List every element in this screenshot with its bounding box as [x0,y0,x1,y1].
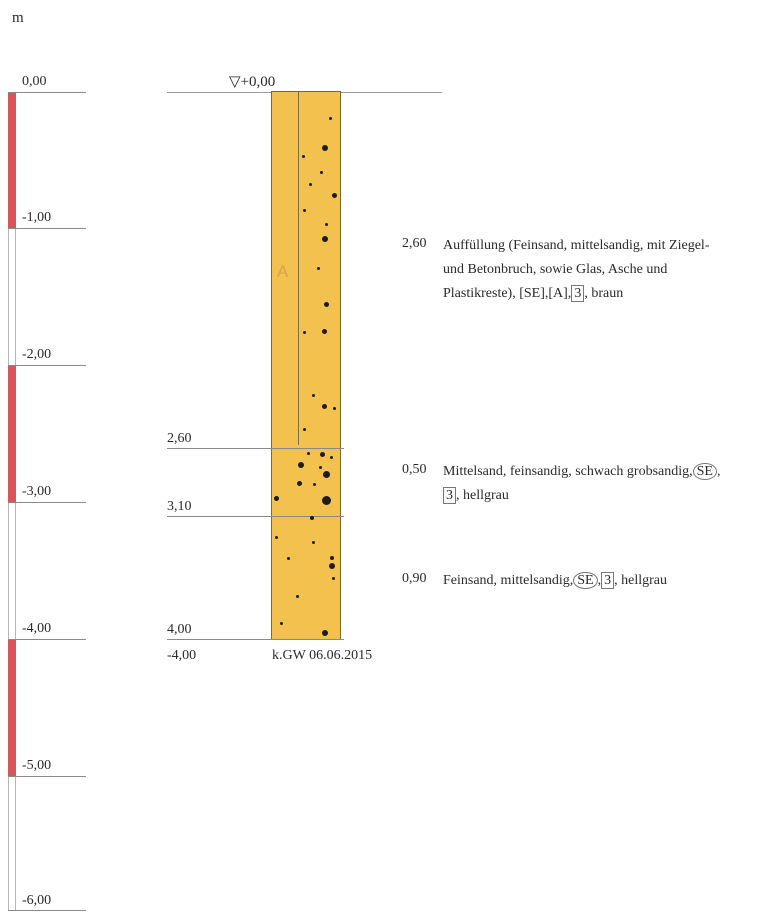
stone-dot [303,428,306,431]
stone-dot [322,404,327,409]
description-line: 3, hellgrau [443,484,778,508]
stone-dot [274,496,279,501]
stone-dot [320,171,323,174]
stone-dot [303,209,306,212]
stone-dot [330,456,333,459]
scale-label: 0,00 [22,74,47,89]
stone-dot [275,536,278,539]
stone-dot [324,302,329,307]
scale-tick [8,92,86,93]
description-text: , [716,464,721,479]
soil-group-circle: SE [692,463,717,480]
description-text: , hellgrau [456,488,509,503]
consistency-class-box: 3 [601,572,615,589]
scale-label: -6,00 [22,893,52,908]
description-line: Plastikreste), [SE],[A], 3, braun [443,282,778,306]
stone-dot [332,193,337,198]
scale-tick [8,776,86,777]
stone-dot [303,331,306,334]
scale-label: -2,00 [22,347,52,362]
stone-dot [317,267,320,270]
layer-description: Feinsand, mittelsandig, SE, 3, hellgrau [443,569,778,593]
stone-dot [297,481,302,486]
description-text: , hellgrau [614,573,667,588]
description-text: , braun [584,286,624,301]
description-line: Auffüllung (Feinsand, mittelsandig, mit … [443,238,710,253]
scale-tick [8,502,86,503]
consistency-class-box: 3 [443,487,456,504]
stone-dot [310,516,314,520]
scale-label: -5,00 [22,758,52,773]
scale-segment-red [8,92,16,228]
boundary-depth-label: 4,00 [167,622,192,637]
column-layer-label: A [277,262,289,281]
description-line: und Betonbruch, sowie Glas, Asche und [443,262,668,277]
scale-segment-white [8,502,16,639]
stone-dot [307,452,310,455]
groundwater-note: k.GW 06.06.2015 [272,648,373,663]
layer-description: Auffüllung (Feinsand, mittelsandig, mit … [443,234,778,306]
layer-boundary-line [167,516,344,517]
fill-subdivision-line [298,92,299,445]
layer-boundary-line [167,448,344,449]
boring-column [271,91,341,640]
stone-dot [322,145,328,151]
layer-thickness: 2,60 [402,236,427,251]
soil-group-circle: SE [573,572,598,589]
depth-scale-bar [8,92,16,910]
stone-dot [323,471,330,478]
stone-dot [333,407,336,410]
unit-label: m [12,10,24,26]
stone-dot [322,329,327,334]
scale-label: -1,00 [22,210,52,225]
stone-dot [329,117,332,120]
stone-dot [332,577,335,580]
stone-dot [322,630,328,636]
layer-boundary-line [167,639,344,640]
stone-dot [322,496,331,505]
stone-dot [287,557,290,560]
description-text: Plastikreste), [SE],[A], [443,286,572,301]
boundary-depth-label: 3,10 [167,499,192,514]
boundary-depth-label: 2,60 [167,431,192,446]
stone-dot [309,183,312,186]
consistency-class-box: 3 [571,285,585,302]
description-text: Feinsand, mittelsandig, [443,573,574,588]
description-text: Mittelsand, feinsandig, schwach grobsand… [443,464,693,479]
scale-tick [8,365,86,366]
scale-label: -3,00 [22,484,52,499]
stone-dot [325,223,328,226]
layer-thickness: 0,90 [402,571,427,586]
scale-segment-red [8,639,16,776]
scale-tick [8,639,86,640]
layer-thickness: 0,50 [402,462,427,477]
stone-dot [298,462,304,468]
stone-dot [330,556,334,560]
scale-segment-white [8,228,16,365]
stone-dot [319,466,322,469]
scale-label: -4,00 [22,621,52,636]
stone-dot [322,236,328,242]
bottom-depth-label: -4,00 [167,648,197,663]
stone-dot [312,394,315,397]
stone-dot [329,563,335,569]
scale-segment-red [8,365,16,502]
scale-tick [8,910,86,911]
stone-dot [312,541,315,544]
description-line: Feinsand, mittelsandig, SE, 3, hellgrau [443,569,778,593]
scale-segment-white [8,776,16,910]
ground-level-marker: ▽+0,00 [229,74,276,90]
stone-dot [302,155,305,158]
layer-description: Mittelsand, feinsandig, schwach grobsand… [443,460,778,508]
stone-dot [280,622,283,625]
stone-dot [296,595,299,598]
description-line: Mittelsand, feinsandig, schwach grobsand… [443,460,778,484]
stone-dot [320,452,325,457]
description-text: , [597,573,602,588]
scale-tick [8,228,86,229]
stone-dot [313,483,316,486]
